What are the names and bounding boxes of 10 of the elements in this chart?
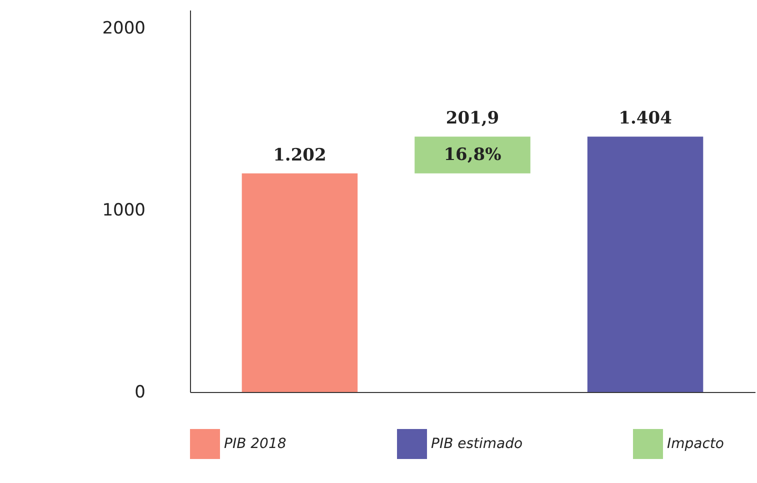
y-tick-label: 0 <box>134 382 146 402</box>
data-label: 1.404 <box>618 108 672 129</box>
legend-label: Impacto <box>667 436 724 452</box>
y-tick-label: 2000 <box>102 18 146 39</box>
y-tick-label: 1000 <box>102 200 146 221</box>
legend-label: PIB 2018 <box>224 436 286 452</box>
legend-label: PIB estimado <box>431 436 523 452</box>
annotation: 16,8% <box>444 144 502 165</box>
data-label: 201,9 <box>446 108 500 129</box>
data-label: 1.202 <box>273 145 326 166</box>
